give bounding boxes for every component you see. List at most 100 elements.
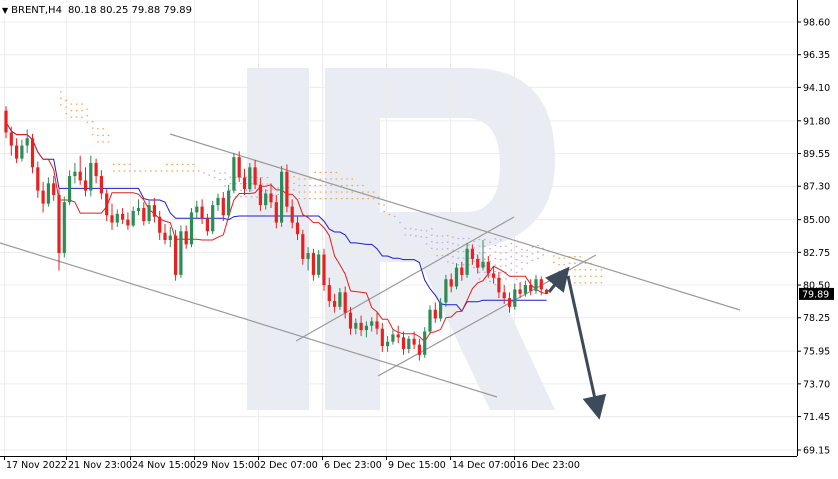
candle[interactable] — [121, 208, 125, 225]
candle-body[interactable] — [258, 184, 262, 206]
candle[interactable] — [242, 168, 247, 195]
candle-body[interactable] — [89, 162, 93, 191]
candle[interactable] — [380, 322, 384, 352]
candle[interactable] — [534, 274, 538, 294]
candle[interactable] — [497, 271, 501, 299]
candle[interactable] — [221, 192, 225, 222]
candle[interactable] — [343, 286, 347, 319]
candle-body[interactable] — [290, 206, 294, 223]
channel-lower-line[interactable] — [0, 242, 498, 398]
candle-body[interactable] — [62, 202, 66, 254]
candle[interactable] — [401, 331, 406, 355]
candle-body[interactable] — [163, 232, 167, 240]
candle[interactable] — [30, 133, 35, 174]
candle[interactable] — [9, 126, 13, 156]
candle[interactable] — [68, 170, 72, 206]
candle-body[interactable] — [269, 193, 273, 203]
candle-body[interactable] — [142, 208, 146, 222]
candle[interactable] — [507, 292, 512, 313]
candle-body[interactable] — [433, 309, 437, 319]
candle[interactable] — [253, 160, 257, 190]
candle-body[interactable] — [15, 145, 19, 159]
candle-body[interactable] — [444, 279, 448, 303]
candle[interactable] — [486, 255, 490, 278]
candle-body[interactable] — [110, 215, 114, 223]
candle-body[interactable] — [232, 157, 236, 191]
candle[interactable] — [444, 274, 448, 307]
candle-body[interactable] — [465, 248, 469, 275]
candle-body[interactable] — [30, 138, 35, 168]
candle-body[interactable] — [460, 267, 464, 275]
candle-body[interactable] — [189, 212, 194, 245]
candle-body[interactable] — [507, 298, 512, 307]
candle[interactable] — [280, 165, 284, 227]
candle[interactable] — [248, 162, 252, 193]
candle-body[interactable] — [492, 273, 496, 278]
candle[interactable] — [433, 302, 437, 323]
candle[interactable] — [539, 276, 543, 296]
candle[interactable] — [195, 200, 199, 219]
candle[interactable] — [105, 189, 109, 222]
candle[interactable] — [439, 298, 443, 322]
candle-body[interactable] — [78, 171, 82, 181]
candle-body[interactable] — [481, 261, 485, 268]
channel-upper-line[interactable] — [169, 133, 741, 311]
candle-body[interactable] — [364, 325, 368, 331]
candle[interactable] — [57, 187, 61, 271]
candle-body[interactable] — [20, 145, 24, 159]
candle-body[interactable] — [370, 321, 374, 326]
candle-body[interactable] — [158, 216, 162, 233]
candle[interactable] — [513, 283, 517, 310]
candle[interactable] — [460, 261, 464, 281]
candle[interactable] — [73, 162, 77, 184]
candle-body[interactable] — [73, 171, 77, 177]
candle[interactable] — [115, 209, 119, 227]
candle[interactable] — [529, 279, 533, 296]
candle[interactable] — [131, 206, 135, 227]
candle-body[interactable] — [518, 289, 522, 294]
candle[interactable] — [41, 181, 45, 213]
candle-body[interactable] — [338, 292, 342, 307]
candle[interactable] — [142, 202, 146, 226]
trend-channel[interactable] — [0, 133, 741, 398]
candle-body[interactable] — [94, 162, 98, 177]
candle[interactable] — [264, 189, 268, 210]
candle-body[interactable] — [105, 193, 109, 216]
candle-body[interactable] — [470, 248, 474, 259]
candle[interactable] — [15, 138, 19, 163]
forecast-arrow[interactable] — [545, 266, 607, 420]
candle[interactable] — [333, 293, 337, 313]
candle-body[interactable] — [195, 206, 199, 213]
candle-body[interactable] — [83, 180, 88, 191]
candle-body[interactable] — [184, 231, 188, 245]
candle-body[interactable] — [401, 337, 406, 349]
candle[interactable] — [301, 229, 305, 265]
candle[interactable] — [359, 315, 363, 336]
candle-body[interactable] — [539, 279, 543, 290]
candle[interactable] — [99, 170, 103, 200]
candle-body[interactable] — [348, 312, 353, 329]
candle-body[interactable] — [306, 253, 310, 259]
candle-body[interactable] — [147, 205, 151, 222]
candle-body[interactable] — [25, 138, 29, 146]
candle[interactable] — [110, 203, 114, 230]
candle[interactable] — [327, 277, 331, 307]
candle-body[interactable] — [407, 338, 411, 349]
candle[interactable] — [417, 338, 421, 361]
candle-body[interactable] — [99, 176, 103, 194]
candle-body[interactable] — [274, 202, 278, 223]
candle-body[interactable] — [205, 218, 209, 232]
candle[interactable] — [126, 212, 130, 230]
candle-body[interactable] — [333, 301, 337, 307]
candle[interactable] — [375, 312, 379, 335]
candle-body[interactable] — [317, 254, 321, 275]
candle[interactable] — [354, 318, 358, 335]
candle-body[interactable] — [545, 289, 549, 294]
candle[interactable] — [481, 239, 485, 271]
candle[interactable] — [492, 266, 496, 284]
candle-body[interactable] — [391, 334, 395, 342]
candle-body[interactable] — [523, 285, 527, 294]
candle-body[interactable] — [221, 197, 225, 216]
